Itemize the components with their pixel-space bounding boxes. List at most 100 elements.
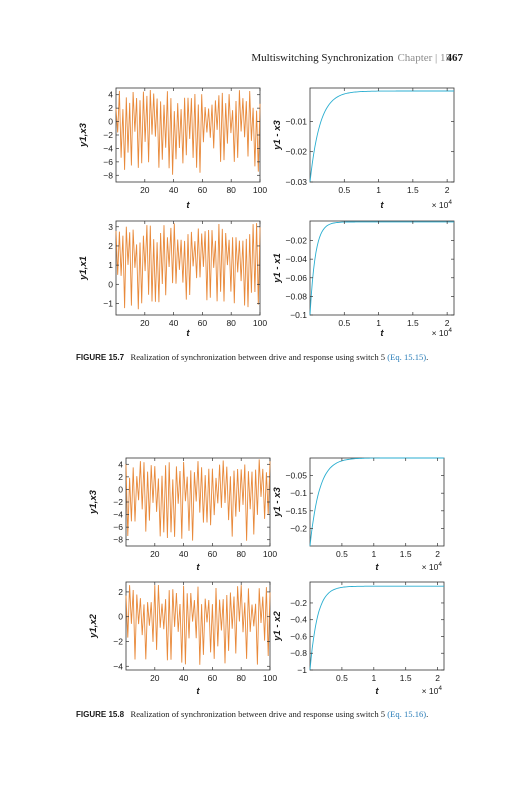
y-tick-label: −0.03 (285, 177, 307, 187)
y-tick-label: −8 (103, 170, 113, 180)
plot-frame (309, 581, 445, 671)
series-line (309, 585, 444, 671)
y-tick-label: −4 (113, 661, 123, 671)
y-axis-label: y1 - x3 (272, 119, 283, 150)
x-tick-label: 1.5 (407, 185, 419, 195)
equation-reference-link[interactable]: (Eq. 15.15) (387, 352, 427, 362)
x-tick-label: 20 (150, 549, 160, 559)
y-tick-label: −6 (113, 522, 123, 532)
x-tick-label: 100 (253, 185, 267, 195)
y-tick-label: −6 (103, 157, 113, 167)
chart-fig7-top-right: 0.5 1 1.5 2 −0.01 −0.02 −0.03 t × 104 y1 - x3 (272, 87, 455, 211)
x-tick-label: 20 (140, 318, 150, 328)
y-tick-label: 3 (108, 222, 113, 232)
x-tick-label: 2 (435, 673, 440, 683)
x-tick-label: 100 (263, 549, 277, 559)
series-line (115, 89, 261, 175)
y-tick-label: −2 (113, 636, 123, 646)
y-axis-label: y1 - x3 (272, 486, 283, 517)
y-tick-label: −0.2 (290, 598, 307, 608)
y-tick-label: −0.15 (285, 506, 307, 516)
caption-label: FIGURE 15.8 (76, 710, 125, 719)
y-tick-label: −8 (113, 535, 123, 545)
y-tick-label: 0 (108, 117, 113, 127)
chart-fig7-bottom-left: 20 40 60 80 100 3 2 1 0 −1 t y1,x1 (78, 220, 267, 339)
x-tick-label: 1.5 (400, 549, 412, 559)
equation-reference-link[interactable]: (Eq. 15.16) (387, 709, 427, 719)
chart-fig7-bottom-right: 0.5 1 1.5 2 −0.02 −0.04 −0.06 −0.08 −0.1 t × 104 y1… (272, 220, 455, 339)
x-tick-label: 1.5 (400, 673, 412, 683)
y-axis-label: y1 - x2 (272, 610, 283, 641)
x-tick-label: 100 (263, 673, 277, 683)
x-tick-label: 0.5 (338, 185, 350, 195)
series-line (125, 584, 271, 665)
y-tick-label: −0.2 (290, 523, 307, 533)
x-tick-label: 40 (179, 673, 189, 683)
y-tick-label: −2 (113, 497, 123, 507)
caption-text: Realization of synchronization between d… (130, 709, 386, 719)
y-tick-label: −0.02 (285, 236, 307, 246)
x-tick-label: 80 (236, 549, 246, 559)
x-tick-label: 80 (236, 673, 246, 683)
x-tick-label: 1 (376, 185, 381, 195)
running-title-text: Multiswitching Synchronization (251, 52, 394, 64)
caption-text: Realization of synchronization between d… (130, 352, 386, 362)
x-multiplier-label: × 104 (422, 561, 443, 572)
caption-end: . (426, 352, 429, 362)
x-tick-label: 60 (198, 318, 208, 328)
y-tick-label: −4 (113, 510, 123, 520)
running-title: Multiswitching Synchronization Chapter | … (251, 52, 451, 64)
y-tick-label: −0.4 (290, 615, 307, 625)
x-multiplier-label: × 104 (432, 327, 453, 338)
x-multiplier-exponent: 4 (438, 561, 442, 568)
figure-15-8-caption: FIGURE 15.8 Realization of synchronizati… (76, 709, 464, 720)
y-tick-label: −0.8 (290, 648, 307, 658)
x-multiplier-label: × 104 (432, 199, 453, 210)
y-axis-label: y1,x1 (78, 256, 89, 281)
y-tick-label: 0 (108, 279, 113, 289)
y-tick-label: 4 (118, 459, 123, 469)
y-tick-label: −0.1 (290, 310, 307, 320)
series-line (125, 459, 271, 541)
y-axis-label: y1,x3 (78, 122, 89, 147)
x-tick-label: 20 (140, 185, 150, 195)
x-tick-label: 0.5 (336, 549, 348, 559)
series-line (309, 90, 454, 183)
y-axis-label: y1,x3 (88, 489, 99, 514)
x-tick-label: 0.5 (336, 673, 348, 683)
y-tick-label: −0.1 (290, 488, 307, 498)
y-tick-label: 0 (118, 612, 123, 622)
y-tick-label: −0.05 (285, 471, 307, 481)
x-tick-label: 1 (376, 318, 381, 328)
y-tick-label: 0 (118, 484, 123, 494)
plot-frame (309, 87, 455, 183)
x-tick-label: 1.5 (407, 318, 419, 328)
plot-frame (309, 457, 445, 547)
y-tick-label: 1 (108, 260, 113, 270)
x-multiplier-exponent: 4 (448, 327, 452, 334)
caption-end: . (426, 709, 429, 719)
chart-fig8-top-right: 0.5 1 1.5 2 −0.05 −0.1 −0.15 −0.2 t × 104 y1 - x3 (272, 457, 445, 573)
y-tick-label: −0.02 (285, 147, 307, 157)
series-line (309, 221, 454, 316)
series-line (309, 457, 444, 547)
x-axis-label: t (380, 200, 384, 211)
x-axis-label: t (375, 686, 379, 697)
x-axis-label: t (375, 562, 379, 573)
x-tick-label: 1 (371, 673, 376, 683)
x-axis-label: t (186, 200, 190, 211)
x-axis-label: t (196, 562, 200, 573)
x-tick-label: 60 (198, 185, 208, 195)
y-tick-label: −4 (103, 143, 113, 153)
chapter-label: Chapter | 15 (397, 52, 451, 64)
y-tick-label: −0.04 (285, 254, 307, 264)
x-tick-label: 0.5 (338, 318, 350, 328)
x-axis-label: t (196, 686, 200, 697)
x-tick-label: 80 (226, 318, 236, 328)
y-tick-label: 4 (108, 90, 113, 100)
